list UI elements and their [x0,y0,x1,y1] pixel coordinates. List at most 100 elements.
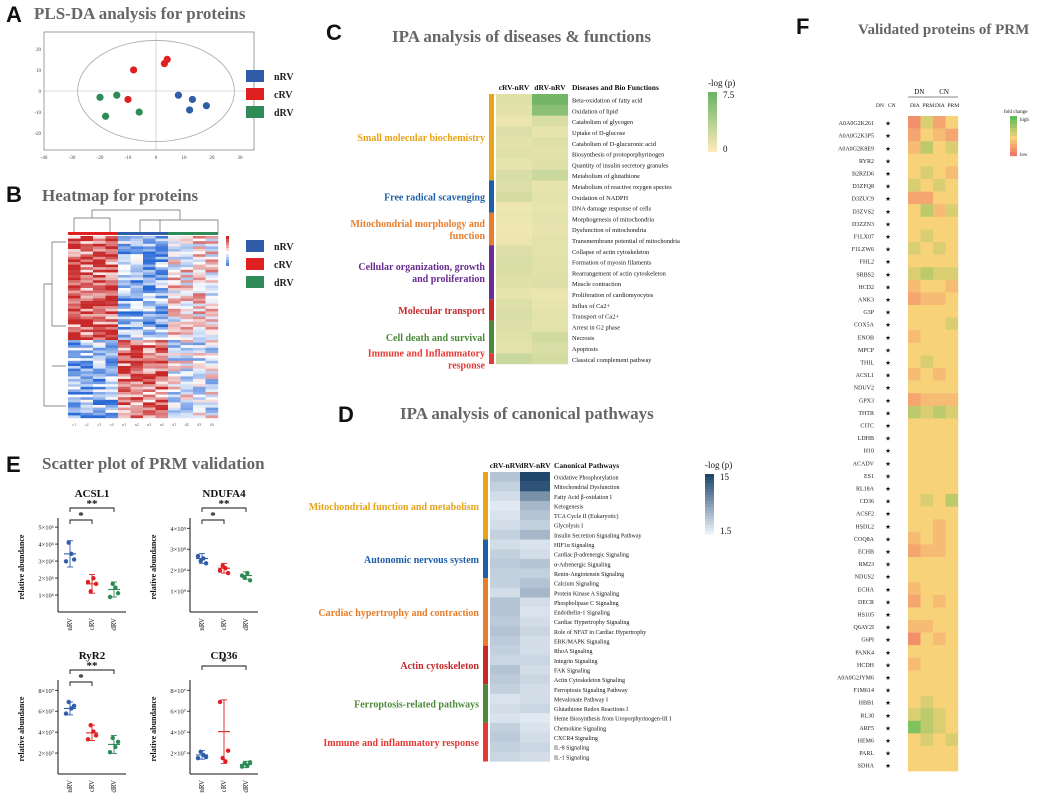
heatmap-cell [168,345,181,348]
heatmap-cell [68,238,81,242]
heatmap-cell [193,334,206,338]
colorbar-step [226,242,229,245]
heatmap-cell [155,236,169,239]
heatmap-cell [143,262,156,265]
protein-label: HCDH [857,663,875,669]
significance-star: ★ [885,397,891,405]
heatmap-cell [205,389,219,393]
heatmap-cell [143,327,156,330]
column-label: d2 [185,422,189,427]
colorbar-step [705,519,714,523]
heatmap-cell [920,481,934,495]
heatmap-cell [80,360,94,364]
heatmap-cell [520,558,550,569]
significance-star: ★ [885,271,891,279]
significance-star: ★ [885,447,891,455]
colorbar-step [705,486,714,490]
protein-label: F1LX07 [854,235,874,241]
heatmap-cell [118,290,131,294]
heatmap-cell [118,371,131,374]
heatmap-cell [908,506,921,520]
significance-star: ★ [885,636,891,644]
heatmap-cell [193,379,206,382]
heatmap-cell [945,431,959,444]
significance-star: ★ [885,334,891,342]
heatmap-cell [205,329,219,333]
heatmap-cell [520,568,550,579]
heatmap-cell [532,223,568,235]
significance-star: ★ [885,611,891,619]
heatmap-cell [193,384,206,387]
significance-star: ★ [885,208,891,216]
heatmap-cell [68,246,81,250]
heatmap-cell [93,394,106,398]
heatmap-cell [105,410,119,413]
heatmap-cell [118,243,131,247]
heatmap-cell [80,295,94,299]
heatmap-cell [168,246,181,250]
heatmap-cell [105,394,119,398]
heatmap-cell [532,245,568,257]
heatmap-cell [93,389,106,393]
heatmap-cell [933,494,946,507]
heatmap-cell [68,389,81,393]
heatmap-cell [933,607,946,621]
heatmap-cell [933,191,946,205]
heatmap-cell [105,337,119,341]
heatmap-cell [80,389,94,393]
heatmap-cell [168,366,181,369]
heatmap-cell [130,254,144,257]
heatmap-cell [908,279,921,293]
column-label: DN [876,103,884,109]
heatmap-cell [532,212,568,224]
heatmap-cell [68,256,81,260]
heatmap-cell [155,254,169,257]
y-tick-label: 4×10⁷ [38,730,54,737]
heatmap-cell [118,347,131,351]
heatmap-cell [908,695,921,709]
column-group-bar [193,232,206,235]
heatmap-cell [520,655,550,666]
significance-label: * [210,510,216,522]
row-label: Calcium Signaling [554,582,599,588]
heatmap-cell [193,360,206,364]
heatmap-cell [155,366,169,369]
heatmap-cell [105,389,119,393]
heatmap-cell [93,256,106,260]
row-label: Renin-Angiotensin Signaling [554,572,624,578]
heatmap-cell [168,256,181,260]
heatmap-cell [168,277,181,281]
heatmap-cell [155,368,169,372]
heatmap-cell [945,607,959,621]
heatmap-cell [180,306,194,309]
heatmap-cell [490,626,520,637]
heatmap-cell [155,321,169,325]
colorbar-step [226,236,229,239]
data-point [247,760,253,765]
heatmap-cell [68,264,81,268]
heatmap-cell [920,683,934,696]
subplot-title: CD36 [211,650,238,662]
heatmap-cell [205,360,219,364]
heatmap-cell [80,334,94,338]
heatmap-cell [180,360,194,364]
subplot-title: ACSL1 [75,488,110,500]
heatmap-cell [105,262,119,265]
heatmap-cell [143,350,156,354]
heatmap-cell [168,236,181,239]
colorbar-step [226,239,229,242]
heatmap-cell [496,234,532,246]
heatmap-cell [118,277,131,281]
heatmap-cell [80,306,94,309]
heatmap-cell [130,353,144,356]
legend-label-nRV: nRV [274,242,294,253]
heatmap-cell [130,236,144,239]
heatmap-cell [496,148,532,159]
heatmap-cell [80,246,94,250]
heatmap-cell [168,371,181,374]
heatmap-cell [520,472,550,482]
heatmap-cell [205,236,219,239]
subplot-title: RyR2 [79,650,106,662]
